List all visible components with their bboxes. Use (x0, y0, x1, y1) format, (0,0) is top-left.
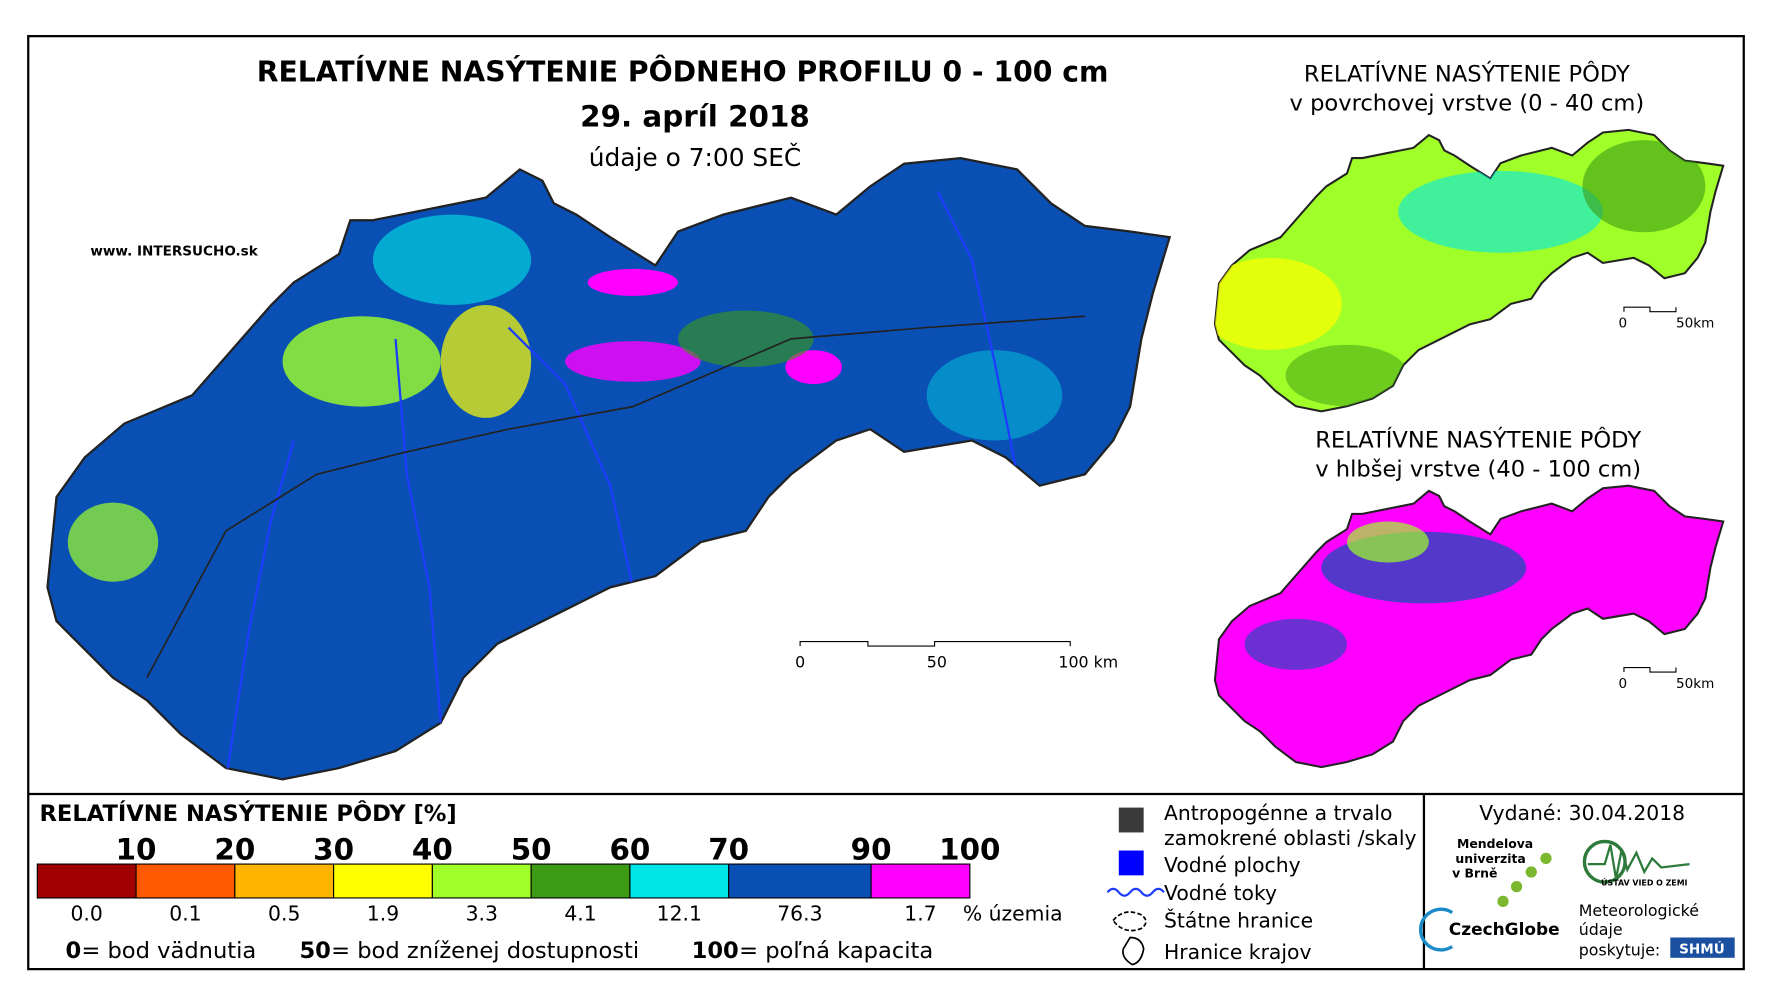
legend-swatch (234, 863, 335, 899)
provider-logo-box (1670, 937, 1735, 958)
inset-title: RELATÍVNE NASÝTENIE PÔDY (1315, 425, 1641, 453)
anthropogenic-symbol (1118, 807, 1144, 833)
university: Mendelova (1457, 836, 1533, 851)
legend-bound: 90 (851, 833, 892, 867)
issued: Vydané: 30.04.2018 (1479, 801, 1685, 825)
provider: údaje (1579, 920, 1623, 939)
inset-map-deep (1213, 484, 1725, 769)
legend-swatch (135, 863, 236, 899)
note-value: 50 (299, 938, 330, 964)
legend-swatch (629, 863, 730, 899)
czechglobe: CzechGlobe (1449, 919, 1560, 939)
legend-swatch (728, 863, 872, 899)
legend-bound: 40 (412, 833, 453, 867)
inset-title: RELATÍVNE NASÝTENIE PÔDY (1304, 59, 1630, 87)
scale-label: 0 (1619, 316, 1628, 332)
legend-swatch (530, 863, 631, 899)
region-symbol (1122, 936, 1145, 966)
main-map (46, 157, 1171, 781)
note-text: = bod zníženej dostupnosti (331, 938, 639, 964)
legend-swatch (870, 863, 971, 899)
frame (27, 35, 1745, 971)
scale-label: 0 (795, 653, 805, 672)
legend-share: 0.1 (169, 902, 201, 926)
legend-share: 1.7 (904, 902, 936, 926)
map-legend-item: Hranice krajov (1164, 940, 1312, 964)
scale-label: 50 (927, 653, 947, 672)
share-unit: % územia (963, 902, 1063, 926)
legend-share: 0.5 (268, 902, 300, 926)
scale-label: 50km (1676, 676, 1714, 692)
legend-share: 4.1 (564, 902, 596, 926)
university: v Brně (1452, 866, 1497, 881)
legend-bar: 10 0.0 20 0.1 30 0.5 40 1.9 50 3.3 60 4.1 70 12.1 90 76… (36, 833, 1001, 926)
legend-share: 1.9 (367, 902, 399, 926)
university-dots (1497, 852, 1552, 907)
legend-title: RELATÍVNE NASÝTENIE PÔDY [%] (40, 799, 457, 827)
inset-title: v hlbšej vrstve (40 - 100 cm) (1315, 457, 1641, 483)
university: univerzita (1455, 851, 1525, 866)
legend-swatch (36, 863, 137, 899)
inset-scale-bars (1623, 306, 1677, 673)
note-value: 0 (66, 938, 82, 964)
inset-title: v povrchovej vrstve (0 - 40 cm) (1290, 91, 1645, 117)
website: www. INTERSUCHO.sk (90, 243, 258, 259)
scale-bar (799, 640, 1071, 647)
legend-bound: 100 (939, 833, 1000, 867)
time-note: údaje o 7:00 SEČ (589, 142, 801, 172)
legend-swatch (431, 863, 532, 899)
river-symbol (1106, 887, 1165, 897)
title: RELATÍVNE NASÝTENIE PÔDNEHO PROFILU 0 - … (257, 54, 1109, 88)
provider-logo: SHMÚ (1679, 939, 1725, 957)
map-legend-item: Vodné plochy (1164, 853, 1301, 877)
legend-share: 76.3 (777, 902, 822, 926)
legend-share: 3.3 (466, 902, 498, 926)
legend-bound: 30 (313, 833, 354, 867)
legend-swatch (333, 863, 433, 899)
legend-share: 0.0 (71, 902, 103, 926)
map-legend-item: zamokrené oblasti /skaly (1164, 826, 1417, 850)
note-text: = poľná kapacita (739, 938, 933, 964)
legend-bound: 60 (609, 833, 650, 867)
legend-share: 12.1 (657, 902, 702, 926)
legend-bound: 70 (708, 833, 749, 867)
scale-label: 50km (1676, 316, 1714, 332)
scale-label: 0 (1619, 676, 1628, 692)
date: 29. apríl 2018 (580, 100, 810, 134)
legend-bound: 10 (116, 833, 157, 867)
note-value: 100 (692, 938, 739, 964)
provider: Meteorologické (1579, 901, 1699, 920)
border-symbol (1112, 911, 1147, 932)
note-text: = bod vädnutia (81, 938, 256, 964)
inset-map-surface (1213, 128, 1725, 413)
map-legend-item: Antropogénne a trvalo (1164, 801, 1392, 825)
institute: ÚSTAV VIED O ZEMI (1601, 877, 1687, 888)
provider: poskytuje: (1579, 941, 1661, 960)
scale-label: 100 km (1058, 653, 1118, 672)
water-body-symbol (1118, 850, 1144, 876)
legend-bound: 20 (214, 833, 255, 867)
map-legend-item: Štátne hranice (1164, 907, 1313, 932)
map-legend-item: Vodné toky (1164, 881, 1277, 905)
institute-logo (1587, 844, 1690, 879)
czechglobe-arc (1418, 907, 1454, 952)
legend-bound: 50 (511, 833, 552, 867)
